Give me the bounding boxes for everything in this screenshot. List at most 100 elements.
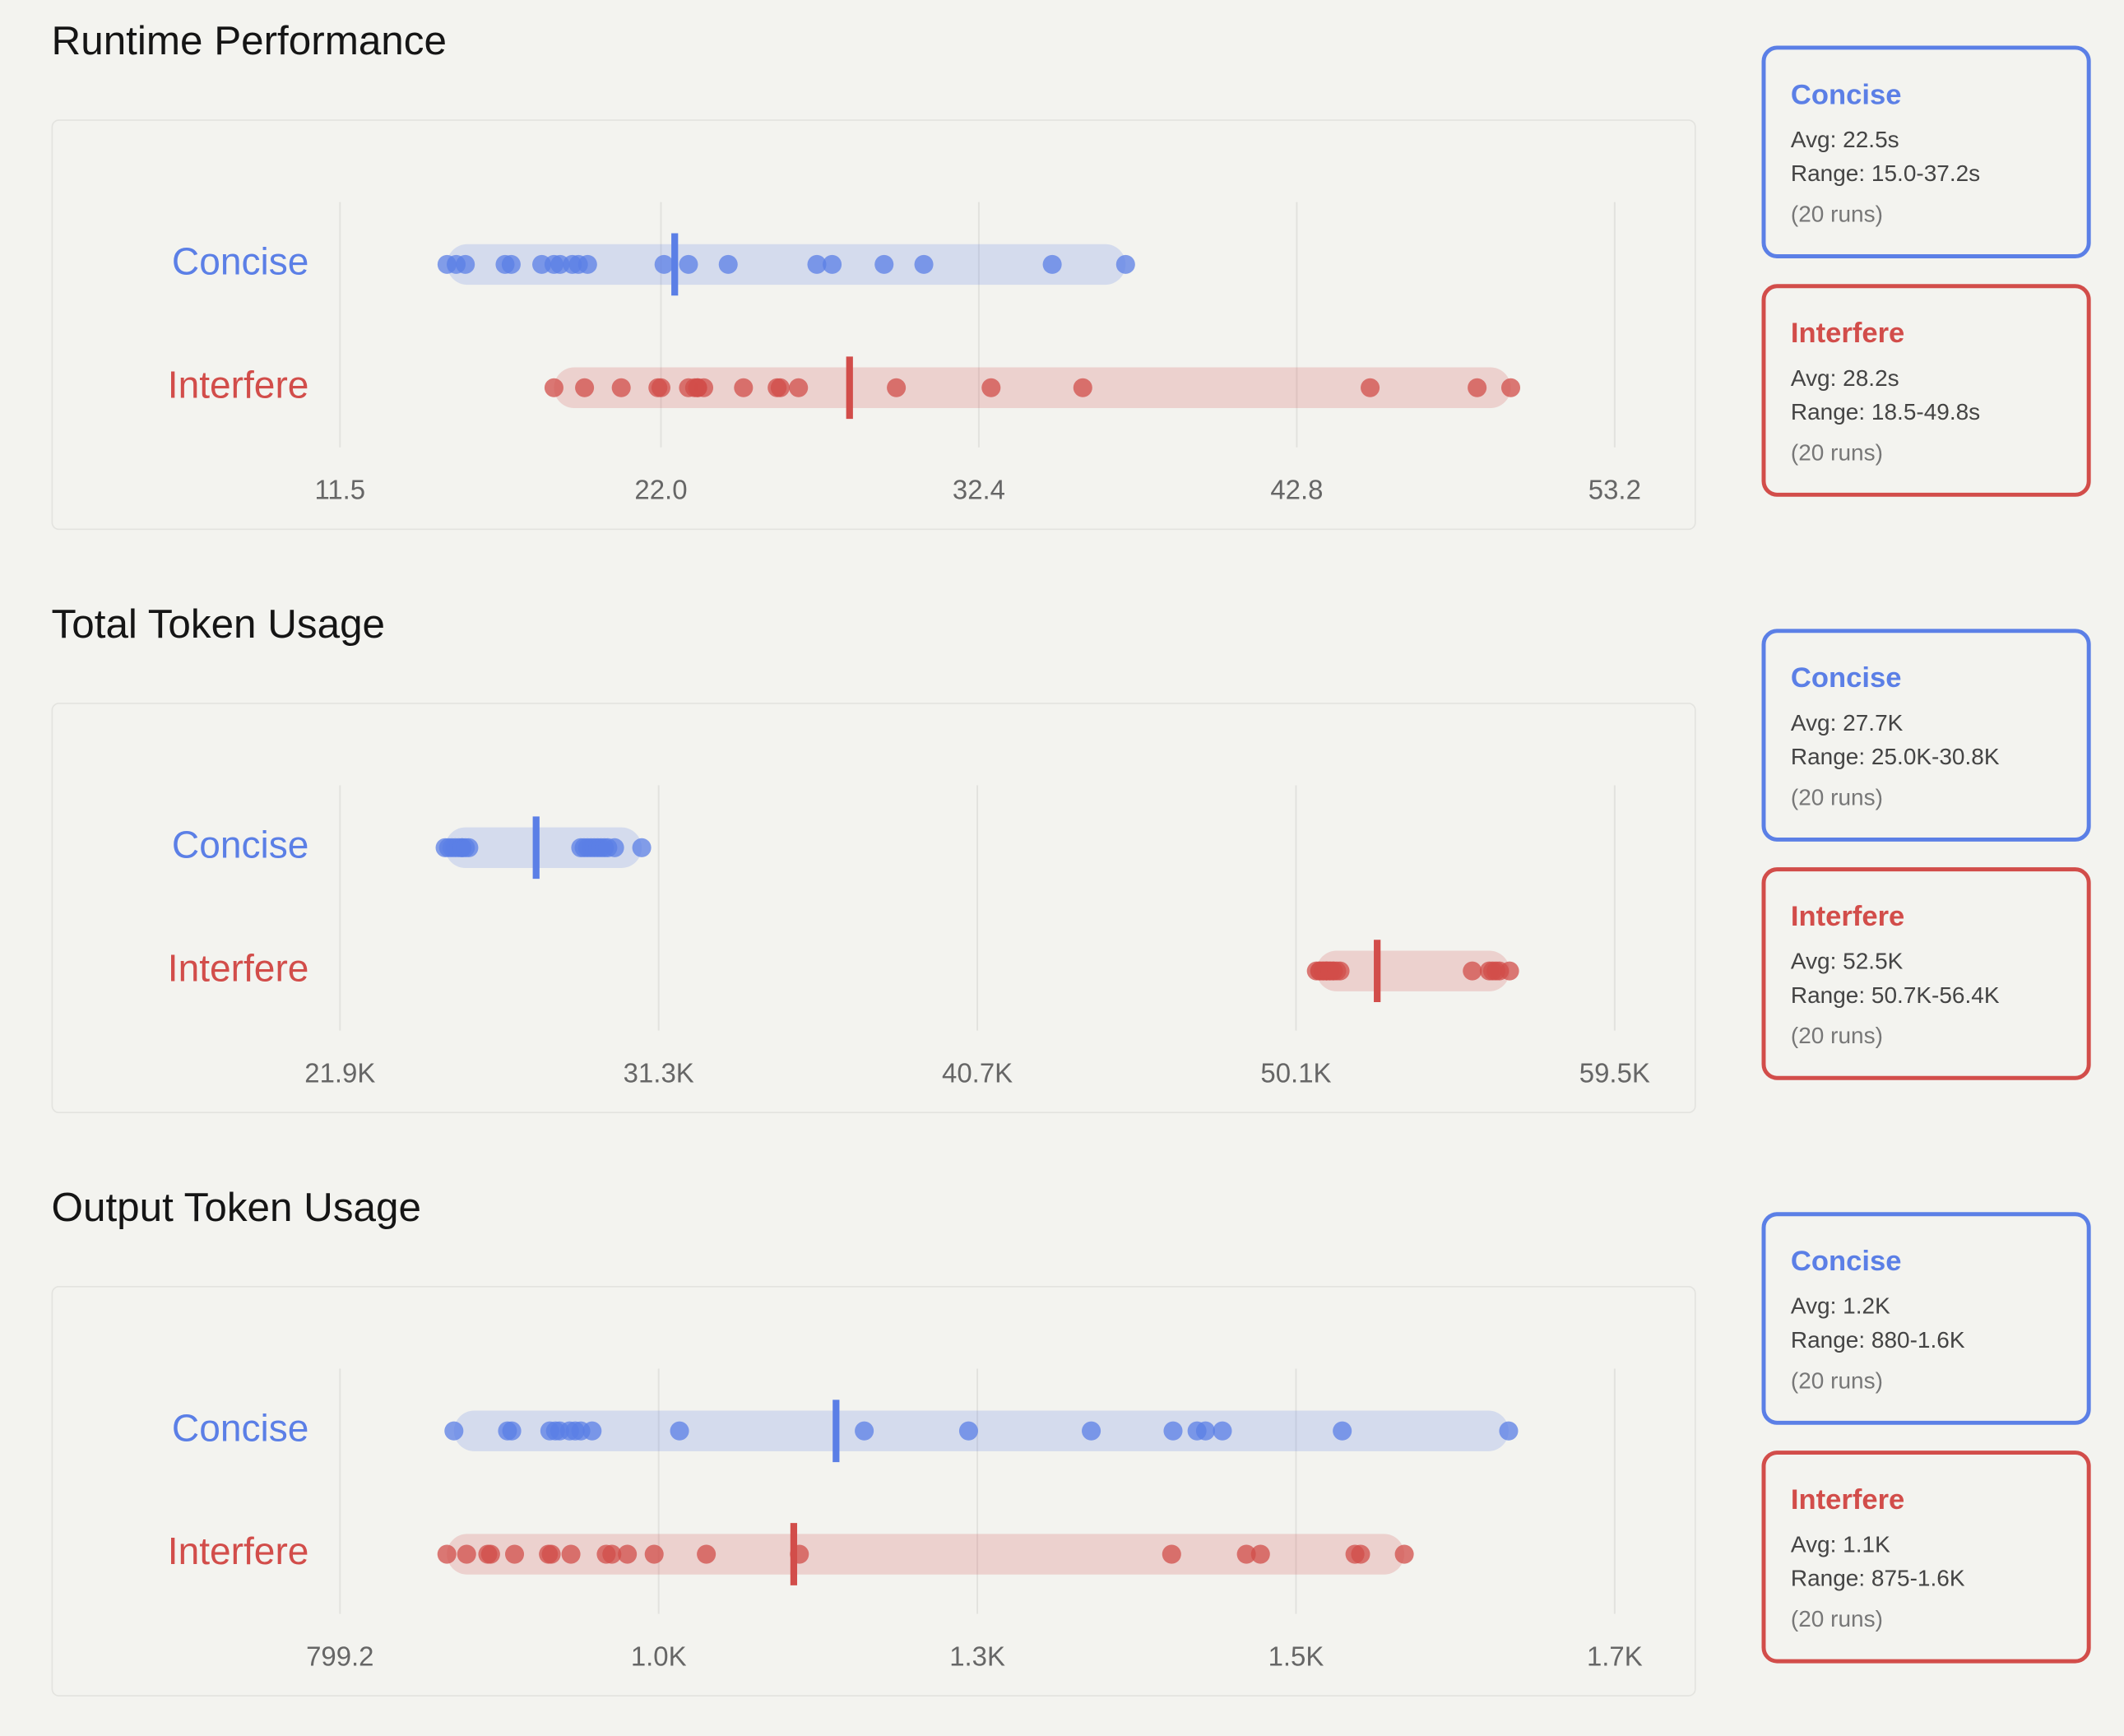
data-point xyxy=(561,1544,581,1564)
data-point xyxy=(914,254,934,274)
card-range: Range: 50.7K-56.4K xyxy=(1791,982,2000,1008)
card-runs: (20 runs) xyxy=(1791,784,1883,810)
data-point xyxy=(1115,254,1135,274)
series-label: Interfere xyxy=(168,1529,309,1572)
x-tick-label: 59.5K xyxy=(1579,1058,1650,1088)
card-runs: (20 runs) xyxy=(1791,1606,1883,1632)
data-point xyxy=(611,378,631,397)
data-point xyxy=(697,1544,717,1564)
card-range: Range: 875-1.6K xyxy=(1791,1566,1965,1591)
card-runs: (20 runs) xyxy=(1791,1023,1883,1048)
range-band xyxy=(453,1410,1509,1451)
data-point xyxy=(887,378,907,397)
card-runs: (20 runs) xyxy=(1791,439,1883,465)
card-title: Interfere xyxy=(1791,901,1904,932)
x-tick-label: 31.3K xyxy=(624,1058,694,1088)
series-label: Concise xyxy=(172,240,309,283)
card-runs: (20 runs) xyxy=(1791,1367,1883,1393)
card-avg: Avg: 22.5s xyxy=(1791,127,1899,152)
x-tick-label: 1.7K xyxy=(1587,1641,1643,1672)
data-point xyxy=(693,378,714,397)
card-avg: Avg: 28.2s xyxy=(1791,365,1899,391)
data-point xyxy=(718,254,738,274)
data-point xyxy=(670,1421,689,1441)
card-title: Interfere xyxy=(1791,1484,1904,1516)
data-point xyxy=(1330,961,1350,981)
data-point xyxy=(1333,1421,1352,1441)
data-point xyxy=(981,378,1001,397)
card-avg: Avg: 27.7K xyxy=(1791,710,1904,736)
series-label: Interfere xyxy=(168,363,309,406)
card-runs: (20 runs) xyxy=(1791,202,1883,227)
data-point xyxy=(1250,1544,1270,1564)
summary-card xyxy=(1761,1451,2091,1664)
data-point xyxy=(1236,1544,1256,1564)
range-band xyxy=(447,244,1126,285)
data-point xyxy=(605,838,624,857)
card-range: Range: 880-1.6K xyxy=(1791,1327,1965,1353)
chart-title: Total Token Usage xyxy=(52,601,385,647)
data-point xyxy=(958,1421,978,1441)
summary-card xyxy=(1761,45,2091,258)
data-point xyxy=(582,1421,602,1441)
data-point xyxy=(770,378,790,397)
data-point xyxy=(544,378,563,397)
data-point xyxy=(456,254,475,274)
data-point xyxy=(444,1421,464,1441)
data-point xyxy=(1351,1544,1370,1564)
data-point xyxy=(734,378,754,397)
series-label: Concise xyxy=(172,1406,309,1449)
x-tick-label: 799.2 xyxy=(306,1641,373,1672)
x-tick-label: 42.8 xyxy=(1270,475,1323,505)
data-point xyxy=(1195,1421,1215,1441)
card-avg: Avg: 52.5K xyxy=(1791,949,1904,974)
data-point xyxy=(789,378,809,397)
series-label: Concise xyxy=(172,823,309,866)
x-tick-label: 1.3K xyxy=(949,1641,1005,1672)
data-point xyxy=(1082,1421,1101,1441)
data-point xyxy=(577,254,597,274)
data-point xyxy=(679,254,698,274)
data-point xyxy=(502,1421,522,1441)
x-tick-label: 11.5 xyxy=(314,475,365,505)
summary-card xyxy=(1761,284,2091,497)
data-point xyxy=(1500,961,1519,981)
series-label: Interfere xyxy=(168,946,309,989)
data-point xyxy=(459,838,479,857)
data-point xyxy=(457,1544,476,1564)
chart-title: Runtime Performance xyxy=(52,18,447,63)
data-point xyxy=(1361,378,1380,397)
chart-panel xyxy=(51,703,1696,1114)
data-point xyxy=(1042,254,1062,274)
data-point xyxy=(1394,1544,1414,1564)
data-point xyxy=(618,1544,638,1564)
data-point xyxy=(602,1544,622,1564)
card-avg: Avg: 1.2K xyxy=(1791,1293,1890,1319)
chart-panel xyxy=(51,119,1696,531)
data-point xyxy=(651,378,671,397)
card-title: Concise xyxy=(1791,79,1902,110)
card-range: Range: 25.0K-30.8K xyxy=(1791,744,2000,769)
summary-card xyxy=(1761,867,2091,1080)
data-point xyxy=(1213,1421,1232,1441)
card-range: Range: 18.5-49.8s xyxy=(1791,399,1980,425)
data-point xyxy=(504,1544,525,1564)
card-title: Concise xyxy=(1791,1246,1902,1277)
x-tick-label: 1.5K xyxy=(1268,1641,1324,1672)
data-point xyxy=(1073,378,1092,397)
data-point xyxy=(480,1544,500,1564)
range-band xyxy=(554,367,1511,408)
data-point xyxy=(874,254,894,274)
card-title: Concise xyxy=(1791,662,1902,694)
card-range: Range: 15.0-37.2s xyxy=(1791,160,1980,186)
data-point xyxy=(823,254,842,274)
data-point xyxy=(1163,1421,1183,1441)
summary-card xyxy=(1761,1212,2091,1425)
data-point xyxy=(1162,1544,1181,1564)
data-point xyxy=(1500,378,1521,397)
x-tick-label: 53.2 xyxy=(1588,475,1641,505)
card-avg: Avg: 1.1K xyxy=(1791,1532,1890,1557)
data-point xyxy=(654,254,674,274)
x-tick-label: 1.0K xyxy=(631,1641,687,1672)
